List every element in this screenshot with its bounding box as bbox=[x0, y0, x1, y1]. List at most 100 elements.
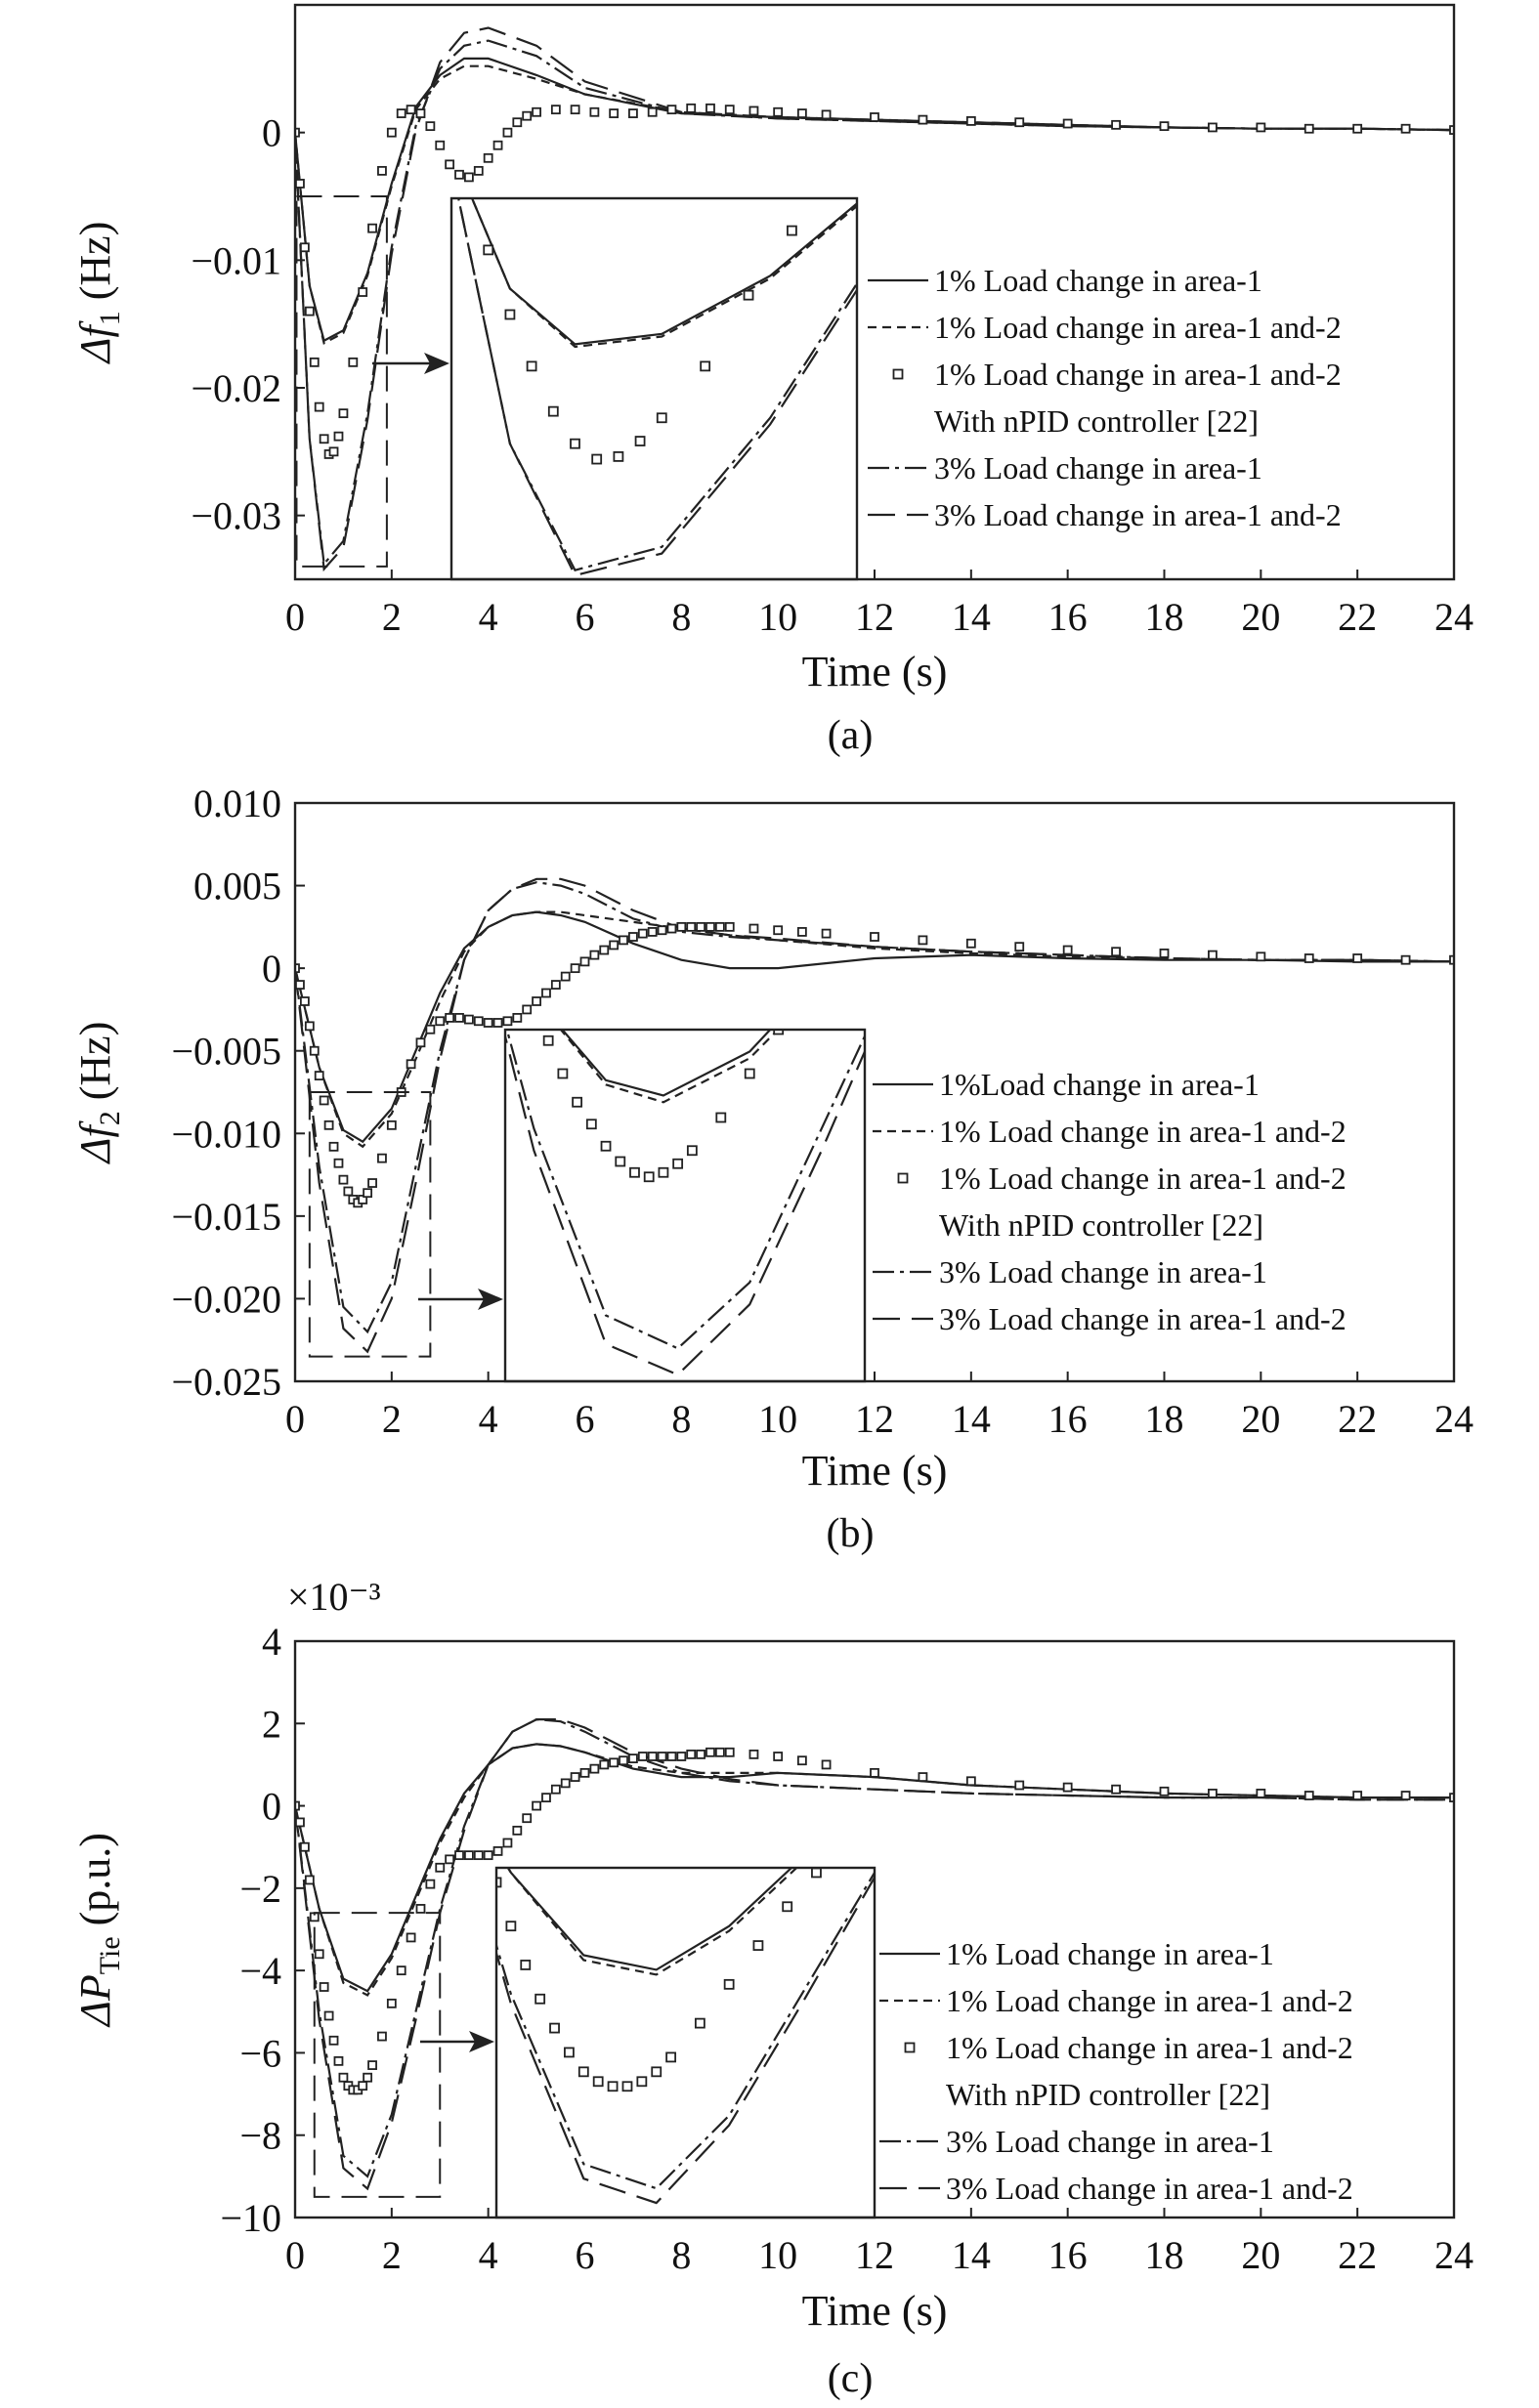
data-point-marker bbox=[1111, 119, 1121, 130]
y-tick-label: −0.020 bbox=[171, 1277, 281, 1321]
data-point-marker bbox=[637, 928, 648, 939]
data-point-marker bbox=[338, 2072, 349, 2083]
x-tick-label: 0 bbox=[285, 595, 305, 639]
data-point-marker bbox=[319, 434, 329, 444]
data-point-marker bbox=[550, 105, 561, 115]
inset-data-point-marker bbox=[570, 438, 580, 449]
x-tick-label: 22 bbox=[1338, 1397, 1377, 1441]
y-tick-label: −10 bbox=[220, 2196, 281, 2240]
data-point-marker bbox=[714, 921, 725, 932]
legend-label: 3% Load change in area-1 bbox=[939, 1254, 1267, 1289]
x-tick-label: 2 bbox=[382, 595, 402, 639]
inset-data-point-marker bbox=[841, 1839, 850, 1848]
data-point-marker bbox=[492, 1018, 503, 1028]
data-point-marker bbox=[463, 172, 474, 183]
data-point-marker bbox=[367, 2060, 377, 2070]
data-point-marker bbox=[377, 2031, 387, 2042]
data-point-marker bbox=[348, 357, 359, 367]
data-point-marker bbox=[560, 1778, 571, 1789]
series-line-solid bbox=[295, 910, 1454, 1144]
legend-label: 1% Load change in area-1 bbox=[934, 263, 1262, 298]
data-point-marker bbox=[386, 127, 397, 138]
data-point-marker bbox=[435, 140, 446, 150]
legend-label: 3% Load change in area-1 bbox=[946, 2124, 1274, 2159]
data-point-marker bbox=[396, 108, 406, 118]
data-point-marker bbox=[483, 1850, 493, 1861]
x-tick-label: 24 bbox=[1434, 2233, 1474, 2277]
data-point-marker bbox=[415, 1037, 426, 1048]
data-point-marker bbox=[628, 1753, 638, 1764]
data-point-marker bbox=[473, 1016, 484, 1027]
y-scale-label: ×10⁻³ bbox=[287, 1575, 381, 1619]
x-tick-label: 16 bbox=[1048, 2233, 1088, 2277]
data-point-marker bbox=[748, 1749, 759, 1759]
y-tick-label: 0 bbox=[262, 947, 281, 991]
data-point-marker bbox=[295, 963, 300, 974]
data-point-marker bbox=[299, 242, 310, 253]
x-tick-label: 2 bbox=[382, 1397, 402, 1441]
data-point-marker bbox=[522, 1004, 533, 1015]
inset-data-point-marker bbox=[744, 1068, 755, 1079]
data-point-marker bbox=[714, 1747, 725, 1757]
data-point-marker bbox=[532, 996, 541, 1006]
x-tick-label: 16 bbox=[1048, 1397, 1088, 1441]
y-tick-label: −0.025 bbox=[171, 1360, 281, 1404]
inset-data-point-marker bbox=[462, 181, 471, 190]
plot-frame bbox=[293, 1639, 1456, 2219]
series-line-dashed bbox=[295, 1743, 1454, 1997]
inset-data-point-marker bbox=[483, 244, 494, 256]
data-point-marker bbox=[367, 223, 377, 233]
data-point-marker bbox=[589, 1763, 600, 1774]
data-point-marker bbox=[295, 980, 305, 990]
data-point-marker bbox=[579, 956, 590, 967]
data-point-marker bbox=[657, 1752, 667, 1761]
data-point-marker bbox=[1304, 953, 1314, 963]
inset-data-point-marker bbox=[585, 1119, 597, 1130]
series-group bbox=[295, 877, 1454, 1354]
y-tick-label: −0.005 bbox=[171, 1030, 281, 1074]
legend-label: 1%Load change in area-1 bbox=[939, 1067, 1260, 1102]
x-tick-label: 18 bbox=[1145, 1397, 1184, 1441]
inset-data-point-marker bbox=[504, 309, 516, 320]
chart-panel-b: 0 2 4 6 8 10 12 14 16 18 20 22 240.0100.0050−0.005−0… bbox=[71, 782, 1474, 1556]
legend-label: With nPID controller [22] bbox=[934, 403, 1259, 439]
data-point-marker bbox=[333, 1158, 344, 1168]
data-point-marker bbox=[965, 938, 976, 949]
x-tick-label: 16 bbox=[1048, 595, 1088, 639]
data-point-marker bbox=[619, 935, 628, 946]
y-tick-label: −6 bbox=[239, 2031, 281, 2075]
y-axis-label-subscript: 2 bbox=[94, 1111, 126, 1125]
inset-data-point-marker bbox=[496, 1877, 502, 1888]
data-point-marker bbox=[705, 103, 715, 113]
data-point-marker bbox=[319, 1095, 329, 1106]
x-tick-label: 24 bbox=[1434, 1397, 1474, 1441]
legend-label: 1% Load change in area-1 bbox=[946, 1936, 1274, 1971]
data-point-marker bbox=[522, 1813, 533, 1824]
data-point-marker bbox=[541, 988, 551, 998]
inset-background bbox=[505, 1030, 865, 1381]
legend-label: With nPID controller [22] bbox=[939, 1207, 1263, 1243]
inset-data-point-marker bbox=[811, 1868, 822, 1879]
data-point-marker bbox=[1400, 123, 1411, 134]
x-tick-label: 18 bbox=[1145, 595, 1184, 639]
data-point-marker bbox=[338, 408, 349, 419]
data-point-marker bbox=[319, 1982, 329, 1992]
y-axis-label-unit: (p.u.) bbox=[71, 1833, 119, 1936]
legend-label: 3% Load change in area-1 and-2 bbox=[946, 2171, 1353, 2206]
data-point-marker bbox=[619, 1755, 628, 1766]
inset-data-point-marker bbox=[592, 2076, 604, 2088]
y-tick-label: −0.01 bbox=[191, 238, 281, 282]
inset-data-point-marker bbox=[505, 1921, 517, 1932]
x-tick-label: 18 bbox=[1145, 2233, 1184, 2277]
y-tick-label: −0.02 bbox=[191, 366, 281, 410]
data-point-marker bbox=[323, 2010, 334, 2021]
data-point-marker bbox=[1014, 117, 1025, 128]
data-point-marker bbox=[609, 1757, 620, 1768]
data-point-marker bbox=[696, 1749, 705, 1759]
data-point-marker bbox=[323, 1120, 334, 1130]
data-point-marker bbox=[299, 1841, 310, 1852]
data-point-marker bbox=[724, 921, 735, 932]
data-point-marker bbox=[445, 1854, 455, 1865]
data-point-marker bbox=[295, 179, 305, 189]
data-point-marker bbox=[415, 108, 426, 118]
